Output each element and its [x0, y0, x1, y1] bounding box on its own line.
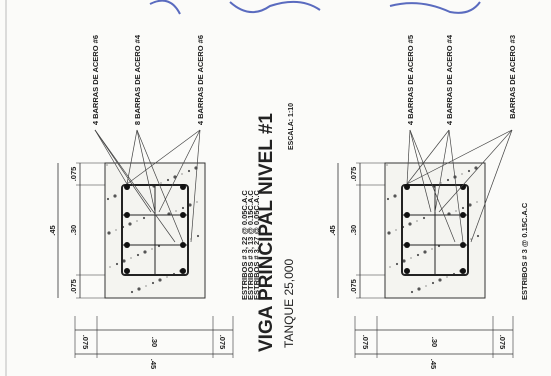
aggregate	[166, 276, 167, 277]
aggregate	[477, 235, 479, 237]
bar-label: 4 BARRAS DE ACERO #6	[91, 35, 100, 125]
rebar	[180, 212, 186, 218]
aggregate	[395, 229, 396, 230]
aggregate	[131, 291, 133, 293]
rebar	[404, 212, 410, 218]
stirrup-note: ESTRIBOS # 3 @ 0.15C.A.C	[520, 202, 529, 300]
aggregate	[109, 266, 110, 267]
aggregate	[425, 285, 426, 286]
dimension-total: .45	[328, 225, 337, 235]
aggregate	[410, 257, 411, 258]
rebar	[124, 184, 130, 190]
bar-label: 4 BARRAS DE ACERO #4	[445, 34, 454, 125]
aggregate	[107, 231, 110, 234]
aggregate	[386, 164, 387, 165]
aggregate	[151, 248, 152, 249]
aggregate	[461, 173, 462, 174]
aggregate	[396, 263, 398, 265]
aggregate	[167, 179, 169, 181]
drawing-sheet: VIGA PRINCIPAL NIVEL #1 ESCALA: 1:10 TAN…	[0, 0, 551, 376]
aggregate	[113, 194, 116, 197]
bar-label: 4 BARRAS DE ACERO #6	[196, 35, 205, 125]
aggregate	[411, 291, 413, 293]
aggregate	[431, 248, 432, 249]
dimension-label: .075	[498, 335, 507, 350]
aggregate	[440, 182, 441, 183]
aggregate	[455, 210, 456, 211]
dimension-label: .30	[69, 225, 78, 235]
aggregate	[432, 282, 434, 284]
dimension-label: .075	[361, 335, 370, 350]
bar-label: 4 BARRAS DE ACERO #5	[406, 35, 415, 125]
aggregate	[137, 287, 140, 290]
aggregate	[143, 250, 146, 253]
aggregate	[462, 207, 464, 209]
aggregate	[128, 222, 131, 225]
aggregate	[470, 238, 471, 239]
rebar	[124, 212, 130, 218]
dimension-label: .30	[349, 225, 358, 235]
aggregate	[196, 201, 197, 202]
rebar	[460, 242, 466, 248]
rebar	[404, 242, 410, 248]
dimension-label: .30	[150, 337, 159, 347]
bar-label: BARRAS DE ACERO #3	[508, 35, 517, 119]
aggregate	[158, 278, 161, 281]
aggregate	[389, 266, 390, 267]
rebar	[460, 268, 466, 274]
dimension-total: .45	[429, 359, 438, 369]
dimension-label: .075	[69, 279, 78, 294]
aggregate	[182, 207, 184, 209]
dimension-label: .075	[349, 279, 358, 294]
aggregate	[417, 287, 420, 290]
aggregate	[136, 220, 137, 221]
aggregate	[423, 250, 426, 253]
aggregate	[152, 282, 154, 284]
aggregate	[160, 182, 161, 183]
aggregate	[447, 179, 449, 181]
aggregate	[116, 263, 118, 265]
aggregate	[107, 198, 109, 200]
dimension-total: .45	[48, 225, 57, 235]
aggregate	[130, 257, 131, 258]
aggregate	[387, 231, 390, 234]
rebar	[180, 184, 186, 190]
aggregate	[145, 285, 146, 286]
bar-label: 8 BARRAS DE ACERO #4	[133, 34, 142, 125]
aggregate	[106, 164, 107, 165]
rebar	[124, 242, 130, 248]
dimension-total: .45	[149, 359, 158, 369]
aggregate	[197, 235, 199, 237]
aggregate	[408, 222, 411, 225]
aggregate	[423, 217, 425, 219]
stirrup-note: ESTRIBOS # 3, 27 @ 0.05C.A.C	[252, 190, 261, 300]
rebar	[180, 242, 186, 248]
dimension-label: .30	[430, 337, 439, 347]
rebar	[404, 184, 410, 190]
aggregate	[387, 198, 389, 200]
subtitle: TANQUE 25,000	[282, 259, 296, 348]
aggregate	[188, 170, 190, 172]
rebar	[180, 268, 186, 274]
aggregate	[416, 220, 417, 221]
rebar	[124, 268, 130, 274]
aggregate	[393, 194, 396, 197]
aggregate	[181, 173, 182, 174]
dimension-label: .075	[218, 335, 227, 350]
aggregate	[143, 217, 145, 219]
scale: ESCALA: 1:10	[288, 103, 295, 150]
aggregate	[417, 254, 419, 256]
aggregate	[175, 210, 176, 211]
aggregate	[468, 170, 470, 172]
dimension-label: .075	[69, 167, 78, 182]
aggregate	[446, 276, 447, 277]
aggregate	[476, 201, 477, 202]
dimension-label: .075	[81, 335, 90, 350]
aggregate	[115, 229, 116, 230]
dimension-label: .075	[349, 167, 358, 182]
rebar	[404, 268, 410, 274]
aggregate	[137, 254, 139, 256]
rebar	[460, 212, 466, 218]
aggregate	[438, 278, 441, 281]
